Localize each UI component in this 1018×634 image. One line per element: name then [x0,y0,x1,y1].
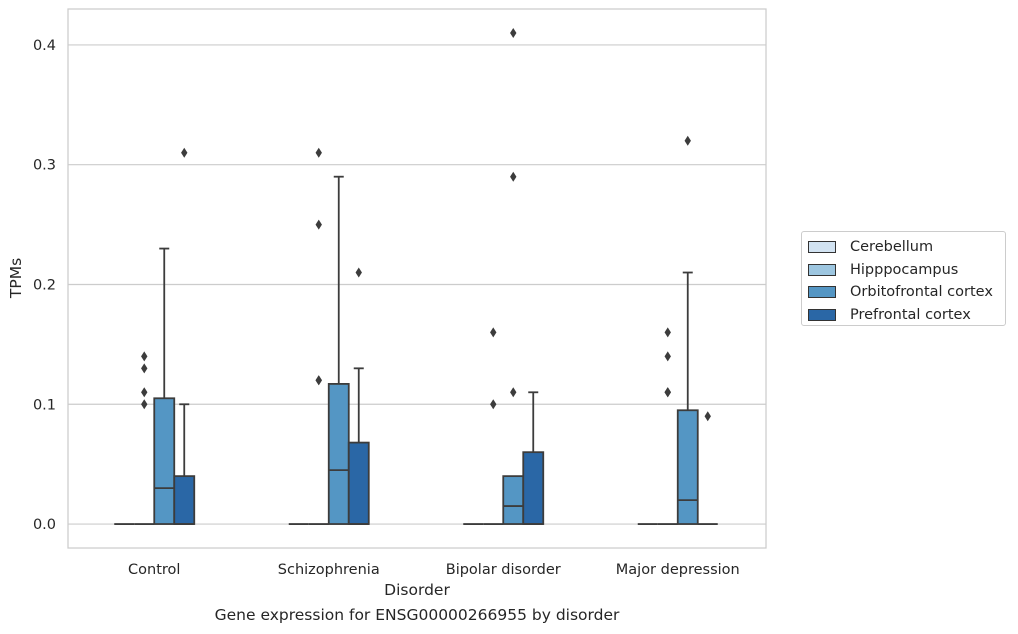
box-prefrontal-cortex [697,411,718,525]
x-tick-labels: Control Schizophrenia Bipolar disorder Majo… [128,562,740,578]
legend-item: Prefrontal cortex [808,304,1005,327]
legend-swatch [808,308,836,321]
plot-frame [67,8,767,549]
outlier-point [181,147,188,158]
legend-item: Cerebellum [808,236,1005,259]
box-hipppocampus [308,147,329,525]
x-axis-label: Disorder [384,581,450,599]
x-tick-label: Control [128,562,180,578]
box-iqr [347,441,370,525]
legend-item: Hipppocampus [808,259,1005,282]
y-tick-label: 0.1 [33,397,56,413]
outlier-point [510,387,517,398]
outlier-point [510,171,517,182]
outlier-point [664,387,671,398]
outlier-point [490,327,497,338]
box-orbitofrontal-cortex [676,135,699,525]
y-tick-label: 0.2 [33,277,56,293]
legend-label: Cerebellum [850,239,934,256]
outlier-point [355,267,362,278]
outlier-point [684,135,691,146]
legend-swatch [808,286,836,299]
x-tick-label: Bipolar disorder [446,562,561,578]
box-iqr [153,397,176,525]
box-hipppocampus [657,327,678,525]
box-iqr [522,451,545,525]
y-tick-labels: 0.0 0.1 0.2 0.3 0.4 [33,38,56,533]
outlier-point [704,411,711,422]
box-iqr [676,409,699,525]
box-layer [114,27,718,525]
y-tick-label: 0.0 [33,517,56,533]
box-iqr [173,475,196,525]
outlier-point [510,27,517,38]
outlier-point [141,351,148,362]
x-tick-label: Schizophrenia [278,562,380,578]
outlier-point [664,351,671,362]
box-orbitofrontal-cortex [327,175,350,525]
box-iqr [327,383,350,525]
legend: Cerebellum Hipppocampus Orbitofrontal cort… [801,231,1006,326]
outlier-point [490,399,497,410]
legend-swatch [808,263,836,276]
y-tick-label: 0.4 [33,38,56,54]
figure-caption: Gene expression for ENSG00000266955 by d… [214,606,620,624]
legend-label: Orbitofrontal cortex [850,284,993,301]
outlier-point [141,399,148,410]
outlier-point [141,363,148,374]
outlier-point [664,327,671,338]
outlier-point [315,147,322,158]
box-orbitofrontal-cortex [502,27,525,525]
y-tick-label: 0.3 [33,158,56,174]
outlier-point [315,219,322,230]
box-hipppocampus [134,351,155,525]
x-tick-label: Major depression [616,562,740,578]
box-iqr [502,475,525,525]
box-prefrontal-cortex [347,267,370,525]
box-prefrontal-cortex [173,147,196,525]
legend-label: Prefrontal cortex [850,306,971,323]
outlier-point [141,387,148,398]
box-prefrontal-cortex [522,391,545,525]
box-orbitofrontal-cortex [153,247,176,525]
legend-swatch [808,241,836,254]
y-axis-label: TPMs [7,258,25,299]
box-hipppocampus [483,327,504,525]
legend-item: Orbitofrontal cortex [808,281,1005,304]
legend-label: Hipppocampus [850,261,959,278]
outlier-point [315,375,322,386]
